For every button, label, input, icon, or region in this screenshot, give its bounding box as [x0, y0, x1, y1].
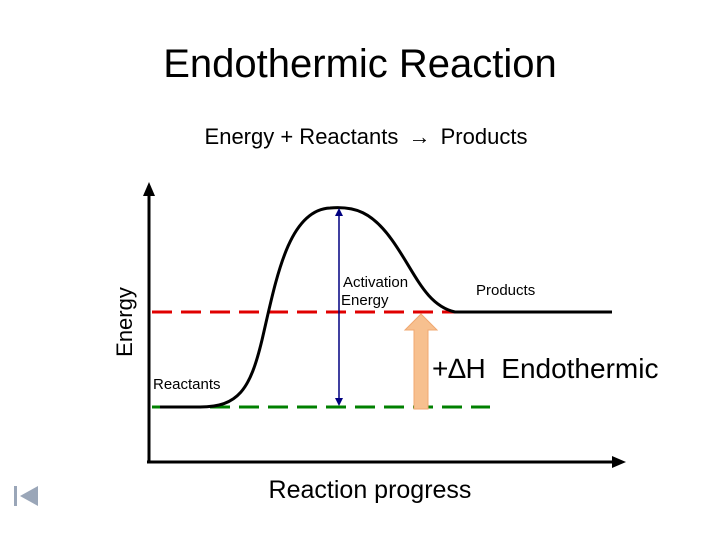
reactants-label: Reactants	[153, 376, 221, 393]
reaction-curve	[160, 206, 612, 409]
x-axis-label: Reaction progress	[269, 476, 472, 504]
reaction-equation: Energy + Reactants → Products	[0, 124, 720, 150]
activation-label-line2: Energy	[341, 292, 389, 309]
y-axis-label: Energy	[112, 287, 137, 357]
slide-title: Endothermic Reaction	[163, 42, 557, 86]
equation-right: Products	[440, 124, 528, 149]
activation-label-line1: Activation	[343, 274, 408, 291]
right-arrow-icon: →	[408, 124, 431, 149]
products-label: Products	[476, 282, 535, 299]
y-axis-arrowhead	[143, 182, 155, 196]
equation-left: Energy + Reactants	[204, 124, 399, 149]
delta-h-arrow	[403, 313, 439, 410]
delta-h-label: +∆H Endothermic	[432, 353, 658, 384]
x-axis-arrowhead	[612, 456, 626, 468]
skip-to-start-icon[interactable]	[12, 484, 40, 508]
